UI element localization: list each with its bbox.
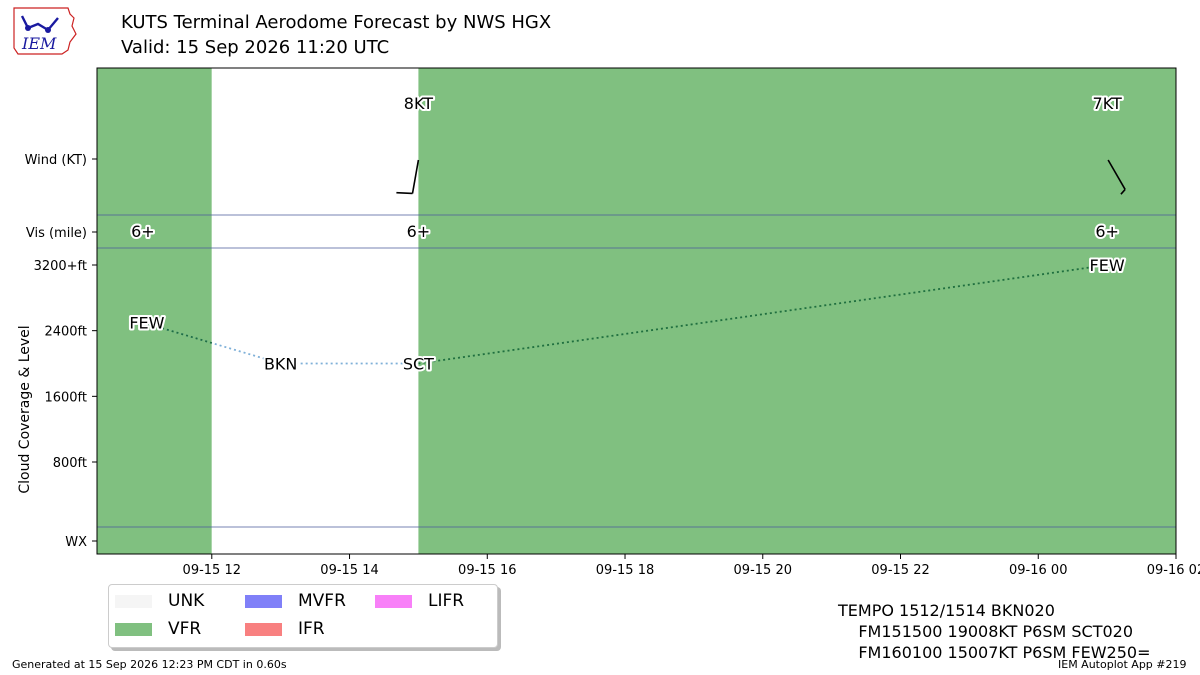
- wind-barb: [396, 159, 420, 195]
- logo-text: IEM: [21, 34, 57, 53]
- cloud-trend-line: [418, 264, 1108, 365]
- x-tick-label: 09-15 12: [183, 563, 241, 578]
- svg-text:BKN: BKN: [264, 355, 297, 374]
- svg-text:6+: 6+: [131, 222, 155, 241]
- x-tick-label: 09-15 14: [320, 563, 378, 578]
- x-tick-label: 09-15 18: [596, 563, 654, 578]
- svg-text:FEW: FEW: [129, 313, 164, 332]
- band-vfr: [97, 68, 212, 554]
- legend-swatch: [115, 622, 152, 636]
- svg-text:BKN: BKN: [264, 355, 297, 374]
- valid-time: Valid: 15 Sep 2026 11:20 UTC: [121, 37, 390, 58]
- svg-text:6+: 6+: [1095, 222, 1119, 241]
- legend-item-lifr: LIFR: [375, 591, 464, 611]
- x-tick-label: 09-15 20: [734, 563, 792, 578]
- taf-line: FM151500 19008KT P6SM SCT020: [838, 622, 1134, 641]
- legend-label: IFR: [298, 619, 325, 639]
- cloud-trend-line: [142, 321, 281, 365]
- x-tick-label: 09-15 16: [458, 563, 516, 578]
- app-footer: IEM Autoplot App #219: [1058, 658, 1187, 671]
- svg-text:7KT: 7KT: [1093, 94, 1122, 113]
- svg-text:6+: 6+: [131, 222, 155, 241]
- legend-label: MVFR: [298, 591, 346, 611]
- svg-text:FEW: FEW: [1090, 256, 1125, 275]
- y-tick-label: 1600ft: [44, 390, 87, 405]
- svg-text:6+: 6+: [407, 222, 431, 241]
- visibility-label: 6+6+: [129, 220, 157, 243]
- legend-label: VFR: [168, 619, 202, 639]
- svg-text:6+: 6+: [1095, 222, 1119, 241]
- y-axis-label: Cloud Coverage & Level: [17, 325, 33, 493]
- generated-footer: Generated at 15 Sep 2026 12:23 PM CDT in…: [12, 658, 287, 671]
- svg-text:6+: 6+: [407, 222, 431, 241]
- cloud-trend-line: [142, 321, 213, 344]
- y-tick-label: WX: [65, 535, 87, 550]
- legend-swatch: [245, 622, 282, 636]
- y-tick-label: 3200+ft: [34, 259, 87, 274]
- legend-item-vfr: VFR: [115, 619, 201, 639]
- legend-swatch: [375, 594, 412, 608]
- legend-label: LIFR: [428, 591, 465, 611]
- taf-line: FM160100 15007KT P6SM FEW250=: [838, 643, 1151, 662]
- svg-text:SCT: SCT: [403, 355, 434, 374]
- taf-text: TEMPO 1512/1514 BKN020 FM151500 19008KT …: [838, 600, 1150, 663]
- y-tick-label: 800ft: [53, 456, 87, 471]
- plane-icon: [20, 15, 59, 32]
- legend-item-ifr: IFR: [245, 619, 325, 639]
- legend: UNK VFR MVFR IFR LIFR: [108, 584, 498, 648]
- legend-swatch: [115, 594, 152, 608]
- x-tick-label: 09-15 22: [871, 563, 929, 578]
- x-tick-label: 09-16 00: [1009, 563, 1067, 578]
- wind-barb: [1107, 159, 1126, 195]
- y-tick-label: 2400ft: [44, 325, 87, 340]
- legend-item-unk: UNK: [115, 591, 204, 611]
- taf-line: TEMPO 1512/1514 BKN020: [838, 601, 1055, 620]
- visibility-label: 6+6+: [1093, 220, 1121, 243]
- visibility-label: 6+6+: [405, 220, 433, 243]
- band-unk: [211, 68, 419, 554]
- svg-text:SCT: SCT: [403, 355, 434, 374]
- plot-frame: [96, 67, 1177, 555]
- legend-item-mvfr: MVFR: [245, 591, 346, 611]
- svg-text:FEW: FEW: [129, 313, 164, 332]
- iem-logo: IEM: [13, 7, 77, 55]
- legend-label: UNK: [168, 591, 205, 611]
- y-tick-label: Vis (mile): [26, 226, 87, 241]
- taf-chart: 09-15 12 09-15 14 09-15 16 09-15 18 09-15 20…: [17, 67, 1200, 578]
- svg-text:8KT: 8KT: [404, 94, 433, 113]
- legend-swatch: [245, 594, 282, 608]
- svg-text:FEW: FEW: [1090, 256, 1125, 275]
- y-tick-label: Wind (KT): [25, 153, 87, 168]
- svg-text:7KT: 7KT: [1093, 94, 1122, 113]
- x-tick-label: 09-16 02: [1147, 563, 1200, 578]
- chart-title: KUTS Terminal Aerodome Forecast by NWS H…: [121, 12, 552, 33]
- iowa-outline-icon: [13, 7, 77, 55]
- svg-text:8KT: 8KT: [404, 94, 433, 113]
- band-vfr: [418, 68, 1176, 554]
